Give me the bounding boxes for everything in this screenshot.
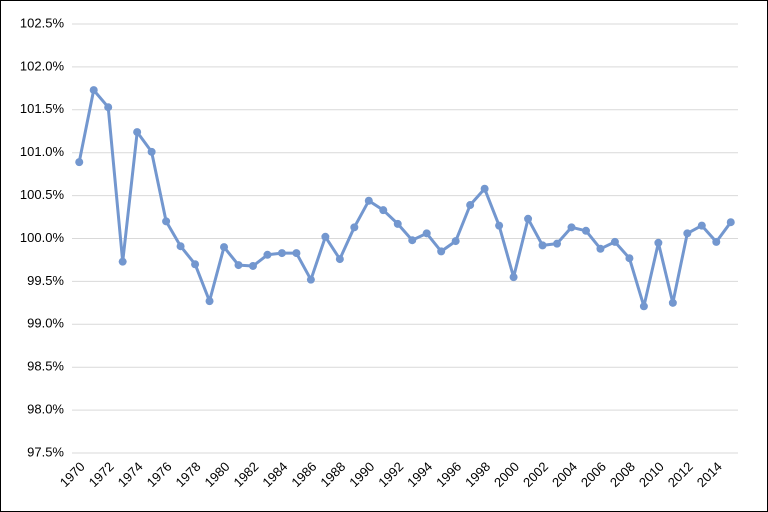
- data-point: [581, 226, 590, 235]
- y-tick-label: 97.5%: [27, 444, 64, 459]
- data-point: [89, 86, 98, 95]
- data-point: [234, 261, 243, 270]
- data-point: [451, 237, 460, 246]
- data-point: [350, 223, 359, 232]
- data-point: [625, 254, 634, 263]
- data-point: [495, 221, 504, 230]
- data-point: [567, 223, 576, 232]
- data-point: [726, 218, 735, 227]
- data-point: [509, 273, 518, 282]
- y-tick-label: 102.5%: [20, 15, 65, 30]
- series-line: [77, 88, 733, 308]
- data-point: [610, 237, 619, 246]
- data-point: [162, 217, 171, 226]
- data-point: [437, 247, 446, 256]
- y-tick-label: 100.0%: [20, 230, 65, 245]
- y-tick-label: 99.5%: [27, 273, 64, 288]
- data-point: [639, 302, 648, 311]
- y-tick-label: 99.0%: [27, 316, 64, 331]
- data-point: [466, 201, 475, 210]
- data-point: [321, 232, 330, 241]
- data-point: [538, 241, 547, 250]
- data-point: [480, 184, 489, 193]
- data-point: [191, 260, 200, 269]
- data-point: [683, 229, 692, 238]
- data-point: [408, 236, 417, 245]
- y-tick-label: 100.5%: [20, 187, 65, 202]
- data-point: [524, 214, 533, 223]
- data-point: [220, 243, 229, 252]
- y-tick-label: 102.0%: [20, 58, 65, 73]
- data-point: [104, 103, 113, 112]
- data-point: [133, 128, 142, 137]
- data-point: [147, 147, 156, 156]
- data-point: [697, 221, 706, 230]
- data-point: [118, 257, 127, 266]
- data-point: [422, 229, 431, 238]
- data-point: [205, 297, 214, 306]
- data-point: [553, 239, 562, 248]
- data-point: [379, 206, 388, 215]
- data-point: [654, 238, 663, 247]
- data-point: [306, 275, 315, 284]
- y-tick-label: 98.5%: [27, 359, 64, 374]
- data-point: [292, 249, 301, 258]
- data-point: [668, 298, 677, 307]
- data-point: [263, 250, 272, 259]
- data-point: [248, 261, 257, 270]
- y-tick-label: 98.0%: [27, 402, 64, 417]
- data-point: [335, 255, 344, 264]
- data-point: [277, 249, 286, 258]
- data-point: [712, 237, 721, 246]
- data-point: [75, 158, 84, 167]
- y-tick-label: 101.5%: [20, 101, 65, 116]
- data-point: [364, 196, 373, 205]
- data-point: [393, 219, 402, 228]
- data-point: [596, 244, 605, 253]
- y-tick-label: 101.0%: [20, 144, 65, 159]
- data-point: [176, 242, 185, 251]
